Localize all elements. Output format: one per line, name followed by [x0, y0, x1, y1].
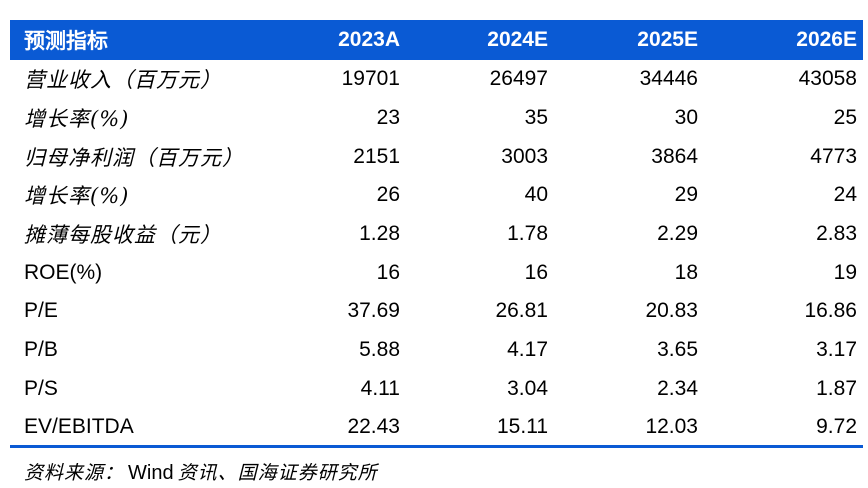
- cell-value: 4.17: [507, 338, 548, 362]
- cell-value: 4.11: [360, 376, 400, 400]
- row-label: 增长率(%): [24, 107, 130, 132]
- cell-value: 1.28: [359, 222, 400, 246]
- cell-value: 40: [524, 183, 548, 207]
- cell-value: 25: [833, 106, 857, 130]
- row-label: P/E: [24, 299, 58, 323]
- table-row: P/S 4.11 3.04 2.34 1.87: [10, 370, 863, 409]
- source-note-prefix: 资料来源：: [24, 462, 125, 484]
- cell-value: 2.34: [657, 376, 698, 400]
- table-row: 营业收入（百万元） 19701 26497 34446 43058: [10, 60, 863, 99]
- cell-value: 19701: [341, 67, 400, 91]
- table-row: ROE(%) 16 16 18 19: [10, 253, 863, 292]
- cell-value: 5.88: [359, 338, 400, 362]
- source-note-latin: Wind: [128, 462, 174, 484]
- row-label: P/S: [24, 376, 58, 400]
- cell-value: 16: [376, 260, 400, 284]
- header-year-2023A: 2023A: [338, 28, 400, 51]
- cell-value: 16.86: [804, 299, 857, 323]
- row-label: 归母净利润（百万元）: [24, 145, 244, 170]
- cell-value: 1.87: [816, 376, 857, 400]
- source-note-suffix: 资讯、国海证券研究所: [177, 462, 378, 484]
- cell-value: 24: [833, 183, 857, 207]
- cell-value: 3.17: [816, 338, 857, 362]
- cell-value: 2.83: [816, 222, 857, 246]
- row-label: 营业收入（百万元）: [24, 68, 222, 93]
- table-row: 增长率(%) 23 35 30 25: [10, 99, 863, 138]
- cell-value: 26.81: [495, 299, 548, 323]
- table-row: 归母净利润（百万元） 2151 3003 3864 4773: [10, 137, 863, 176]
- table-row: EV/EBITDA 22.43 15.11 12.03 9.72: [10, 408, 863, 447]
- cell-value: 20.83: [645, 299, 698, 323]
- row-label: EV/EBITDA: [24, 414, 134, 438]
- cell-value: 22.43: [347, 414, 400, 438]
- cell-value: 3003: [501, 144, 548, 168]
- table-row: P/B 5.88 4.17 3.65 3.17: [10, 331, 863, 370]
- cell-value: 15.11: [497, 414, 548, 438]
- cell-value: 3.65: [657, 338, 698, 362]
- cell-value: 16: [524, 260, 548, 284]
- cell-value: 2151: [353, 144, 400, 168]
- cell-value: 3864: [651, 144, 698, 168]
- table-row: P/E 37.69 26.81 20.83 16.86: [10, 292, 863, 331]
- row-label: 摊薄每股收益（元）: [24, 223, 222, 248]
- cell-value: 35: [524, 106, 548, 130]
- cell-value: 4773: [810, 144, 857, 168]
- cell-value: 30: [674, 106, 698, 130]
- cell-value: 23: [376, 106, 400, 130]
- cell-value: 26: [376, 183, 400, 207]
- cell-value: 19: [833, 260, 857, 284]
- header-row: 预测指标 2023A 2024E 2025E 2026E: [10, 20, 863, 60]
- header-year-2026E: 2026E: [796, 28, 857, 51]
- cell-value: 43058: [798, 67, 857, 91]
- header-year-2024E: 2024E: [487, 28, 548, 51]
- cell-value: 3.04: [507, 376, 548, 400]
- cell-value: 12.03: [645, 414, 698, 438]
- forecast-table: 预测指标 2023A 2024E 2025E 2026E 营业收入（百万元） 19701 2…: [10, 20, 863, 449]
- cell-value: 37.69: [347, 299, 400, 323]
- source-note: 资料来源： Wind 资讯、国海证券研究所: [24, 458, 378, 485]
- header-indicator-label: 预测指标: [24, 30, 108, 53]
- table-row: 摊薄每股收益（元） 1.28 1.78 2.29 2.83: [10, 215, 863, 254]
- row-label: ROE(%): [24, 260, 103, 284]
- cell-value: 34446: [639, 67, 698, 91]
- cell-value: 18: [674, 260, 698, 284]
- cell-value: 9.72: [816, 414, 857, 438]
- table-row: 增长率(%) 26 40 29 24: [10, 176, 863, 215]
- row-label: P/B: [24, 338, 58, 362]
- header-year-2025E: 2025E: [637, 28, 698, 51]
- row-label: 增长率(%): [24, 184, 130, 209]
- cell-value: 29: [674, 183, 698, 207]
- cell-value: 1.78: [507, 222, 548, 246]
- cell-value: 2.29: [657, 222, 698, 246]
- cell-value: 26497: [489, 67, 548, 91]
